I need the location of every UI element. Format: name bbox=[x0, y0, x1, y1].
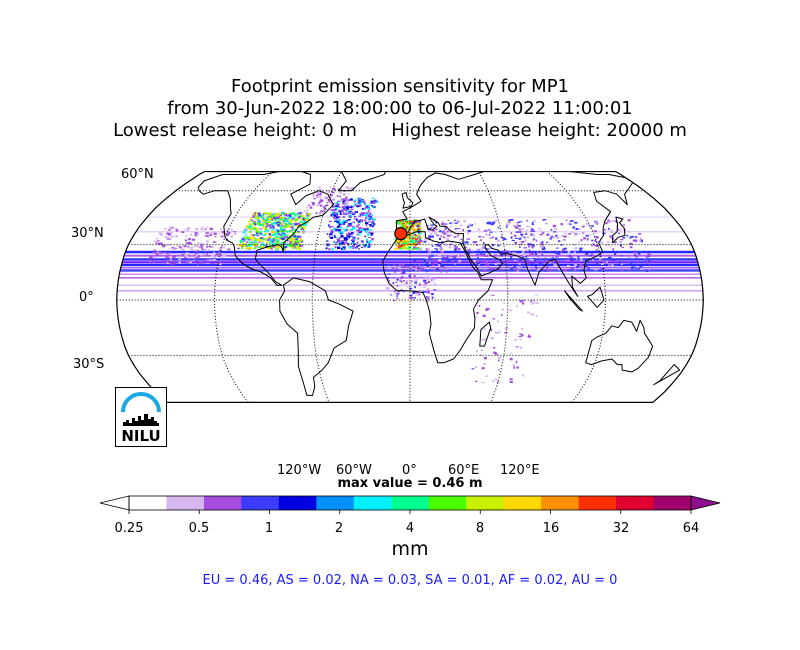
colorbar-segment bbox=[278, 496, 317, 510]
colorbar-segment bbox=[653, 496, 692, 510]
title-line-3: Lowest release height: 0 m Highest relea… bbox=[113, 120, 687, 141]
colorbar-segment bbox=[466, 496, 505, 510]
colorbar-segment bbox=[316, 496, 355, 510]
colorbar bbox=[99, 495, 721, 514]
colorbar-segment bbox=[203, 496, 242, 510]
lon-label-0: 0° bbox=[402, 463, 417, 478]
lon-label-60e: 60°E bbox=[448, 463, 480, 478]
release-marker bbox=[394, 227, 408, 241]
colorbar-tick: 2 bbox=[334, 521, 344, 536]
lat-label-0: 0° bbox=[79, 290, 94, 305]
lat-label-60n: 60°N bbox=[121, 167, 154, 182]
colorbar-segment bbox=[578, 496, 617, 510]
graticule-layer bbox=[116, 171, 704, 403]
colorbar-tick: 0.5 bbox=[188, 521, 210, 536]
colorbar-tick: 32 bbox=[612, 521, 630, 536]
max-value-label: max value = 0.46 m bbox=[337, 476, 483, 491]
nilu-arc-skyline-logo-icon bbox=[121, 392, 161, 426]
title-line-2: from 30-Jun-2022 18:00:00 to 06-Jul-2022… bbox=[167, 98, 633, 119]
colorbar-tick: 64 bbox=[682, 521, 700, 536]
colorbar-max-extension bbox=[690, 495, 721, 511]
colorbar-segment bbox=[428, 496, 467, 510]
lon-label-120e: 120°E bbox=[500, 463, 540, 478]
colorbar-segment bbox=[129, 496, 167, 510]
colorbar-segment bbox=[241, 496, 280, 510]
release-site-marker bbox=[394, 227, 408, 241]
coastlines-layer bbox=[197, 171, 681, 396]
region-summary: EU = 0.46, AS = 0.02, NA = 0.03, SA = 0.… bbox=[202, 573, 618, 588]
colorbar-tick: 4 bbox=[405, 521, 415, 536]
map-boundary bbox=[116, 170, 704, 404]
colorbar-segment bbox=[503, 496, 542, 510]
lat-label-30n: 30°N bbox=[71, 226, 104, 241]
colorbar-segment bbox=[353, 496, 392, 510]
colorbar-tick: 16 bbox=[542, 521, 560, 536]
colorbar-tick: 1 bbox=[264, 521, 274, 536]
lat-label-30s: 30°S bbox=[73, 357, 105, 372]
nilu-logo: NILU bbox=[115, 387, 167, 447]
title-line-1: Footprint emission sensitivity for MP1 bbox=[230, 76, 569, 97]
colorbar-segment bbox=[616, 496, 655, 510]
colorbar-segment bbox=[541, 496, 580, 510]
lon-label-60w: 60°W bbox=[336, 463, 372, 478]
colorbar-unit-label: mm bbox=[391, 538, 429, 560]
colorbar-segment bbox=[166, 496, 205, 510]
lon-label-120w: 120°W bbox=[277, 463, 322, 478]
nilu-logo-text: NILU bbox=[121, 427, 161, 445]
colorbar-tick: 8 bbox=[475, 521, 485, 536]
colorbar-segment bbox=[391, 496, 430, 510]
colorbar-tick: 0.25 bbox=[114, 521, 144, 536]
colorbar-min-extension bbox=[99, 495, 130, 511]
